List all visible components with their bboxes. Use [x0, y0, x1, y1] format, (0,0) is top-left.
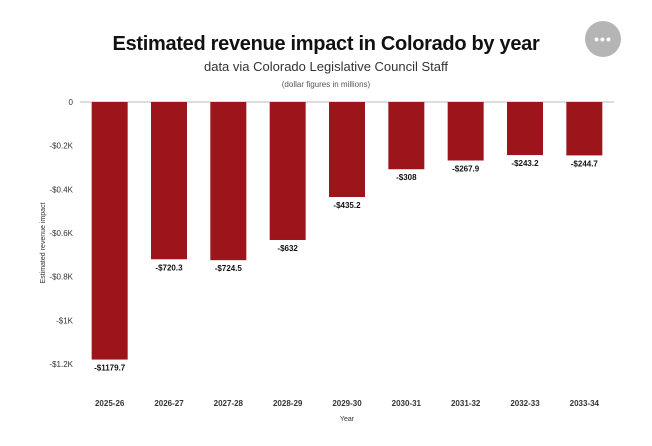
data-labels: -$1179.7 -$720.3 -$724.5 -$632 -$435.2 -$308 -…	[94, 159, 598, 372]
x-tick-label: 2026-27	[154, 399, 184, 408]
y-axis-ticks: 0 -$0.2K -$0.4K -$0.6K -$0.8K -$1K -$1.2K	[49, 98, 73, 369]
bar-2029-30[interactable]	[329, 102, 365, 198]
bar-2032-33[interactable]	[507, 102, 543, 156]
bar-2033-34[interactable]	[566, 102, 603, 156]
data-label: -$267.9	[452, 164, 480, 173]
bar-2030-31[interactable]	[388, 102, 425, 170]
data-label: -$720.3	[155, 263, 183, 272]
y-tick-label: -$0.6K	[49, 229, 73, 238]
data-label: -$243.2	[511, 159, 539, 168]
y-tick-label: -$1.2K	[49, 360, 73, 369]
x-axis-ticks: 2025-26 2026-27 2027-28 2028-29 2029-30 2030-…	[95, 399, 600, 408]
y-tick-label: -$0.8K	[49, 273, 73, 282]
y-tick-label: -$0.2K	[49, 142, 73, 151]
bar-2026-27[interactable]	[151, 102, 187, 260]
y-tick-label: 0	[69, 98, 74, 107]
data-label: -$308	[396, 173, 417, 182]
chart-note: (dollar figures in millions)	[281, 80, 371, 89]
data-label: -$1179.7	[94, 364, 126, 373]
bar-2031-32[interactable]	[447, 102, 484, 161]
bar-2027-28[interactable]	[210, 102, 247, 261]
x-tick-label: 2032-33	[510, 399, 540, 408]
data-label: -$724.5	[215, 264, 243, 273]
x-tick-label: 2028-29	[273, 399, 303, 408]
x-tick-label: 2025-26	[95, 399, 125, 408]
bar-2025-26[interactable]	[91, 102, 128, 360]
x-tick-label: 2031-32	[451, 399, 481, 408]
y-tick-label: -$1K	[56, 316, 74, 325]
bars	[91, 102, 603, 360]
data-label: -$244.7	[571, 159, 599, 168]
chart-subtitle: data via Colorado Legislative Council St…	[203, 59, 449, 74]
more-options-button[interactable]: •••	[585, 21, 621, 57]
data-label: -$632	[277, 244, 298, 253]
x-tick-label: 2033-34	[570, 399, 600, 408]
bar-2028-29[interactable]	[269, 102, 306, 240]
x-tick-label: 2030-31	[392, 399, 422, 408]
y-tick-label: -$0.4K	[49, 185, 73, 194]
x-tick-label: 2029-30	[332, 399, 362, 408]
data-label: -$435.2	[333, 201, 361, 210]
x-tick-label: 2027-28	[214, 399, 244, 408]
more-dots-icon: •••	[594, 31, 612, 47]
y-axis-label: Estimated revenue impact	[40, 202, 47, 283]
x-axis-label: Year	[340, 416, 355, 423]
chart-title: Estimated revenue impact in Colorado by …	[112, 33, 540, 55]
